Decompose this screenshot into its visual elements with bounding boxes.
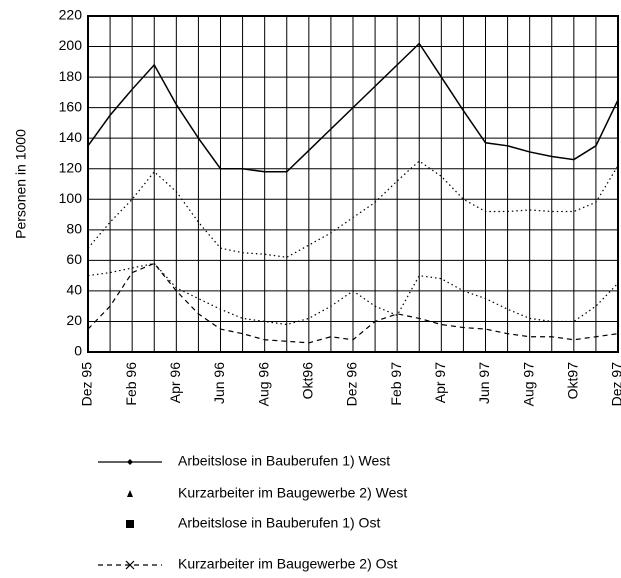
y-tick-label: 200 (59, 37, 83, 53)
legend-marker (127, 490, 133, 497)
x-tick-label: Okt97 (565, 362, 581, 400)
y-tick-label: 60 (66, 251, 82, 267)
y-tick-label: 180 (59, 68, 83, 84)
series-line (87, 262, 619, 326)
series-line (87, 262, 619, 344)
x-tick-label: Dez 96 (344, 362, 360, 407)
x-tick-label: Feb 96 (123, 362, 139, 406)
x-tick-label: Aug 97 (520, 362, 536, 407)
legend-label: Kurzarbeiter im Baugewerbe 2) Ost (178, 556, 398, 572)
x-tick-label: Feb 97 (388, 362, 404, 406)
y-tick-label: 160 (59, 98, 83, 114)
y-tick-label: 40 (66, 282, 82, 298)
y-tick-label: 100 (59, 190, 83, 206)
y-tick-label: 220 (59, 7, 83, 23)
y-tick-label: 0 (74, 343, 82, 359)
x-tick-label: Jun 96 (211, 362, 227, 404)
x-tick-label: Jun 97 (476, 362, 492, 404)
legend-label: Arbeitslose in Bauberufen 1) Ost (178, 515, 380, 531)
y-tick-label: 120 (59, 159, 83, 175)
y-tick-label: 80 (66, 221, 82, 237)
x-tick-label: Apr 96 (167, 362, 183, 403)
y-tick-label: 20 (66, 312, 82, 328)
x-tick-label: Okt96 (300, 362, 316, 400)
legend-label: Kurzarbeiter im Baugewerbe 2) West (178, 485, 407, 501)
y-tick-label: 140 (59, 129, 83, 145)
plot-frame (87, 15, 619, 353)
x-tick-label: Aug 96 (255, 362, 271, 407)
legend-marker (127, 459, 133, 465)
x-tick-label: Dez 95 (79, 362, 95, 407)
y-axis-label: Personen in 1000 (13, 129, 29, 239)
x-tick-label: Dez 97 (609, 362, 621, 407)
series-line (87, 42, 619, 173)
series-line (87, 160, 619, 258)
legend-marker (125, 560, 135, 570)
legend-label: Arbeitslose in Bauberufen 1) West (178, 453, 390, 469)
x-tick-label: Apr 97 (432, 362, 448, 403)
legend-marker (126, 520, 134, 528)
